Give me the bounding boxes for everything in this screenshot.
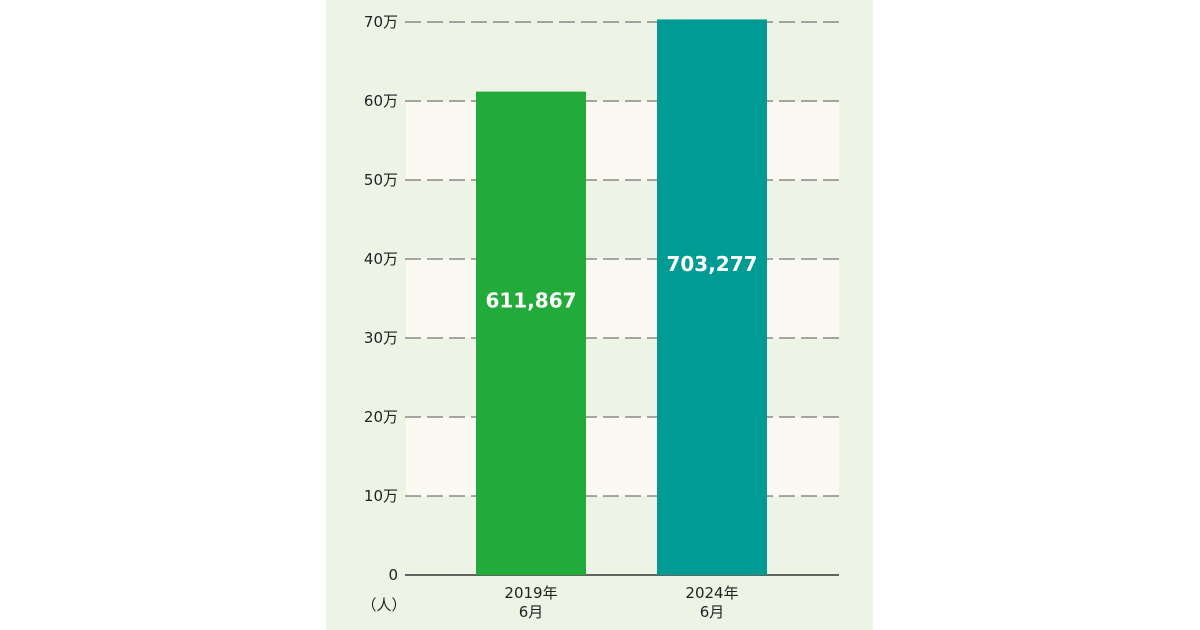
x-category-label: 2019年 bbox=[504, 584, 557, 602]
chart-panel: 0 10万 20万 30万 40万 50万 60万 70万 611,867 703,277 20… bbox=[326, 0, 873, 630]
y-tick-label: 30万 bbox=[364, 329, 398, 347]
y-tick-label: 60万 bbox=[364, 92, 398, 110]
data-label: 703,277 bbox=[666, 252, 757, 276]
data-label: 611,867 bbox=[485, 288, 576, 312]
stripe-band bbox=[406, 101, 839, 180]
y-tick-label: 20万 bbox=[364, 408, 398, 426]
bar bbox=[476, 91, 586, 576]
bar-chart: 0 10万 20万 30万 40万 50万 60万 70万 611,867 703,277 20… bbox=[326, 0, 873, 630]
unit-label: （人） bbox=[361, 596, 406, 614]
x-category-label: 6月 bbox=[519, 603, 544, 621]
y-tick-label: 40万 bbox=[364, 250, 398, 268]
stripe-band bbox=[406, 417, 839, 496]
y-tick-label: 10万 bbox=[364, 487, 398, 505]
y-tick-label: 70万 bbox=[364, 13, 398, 31]
bars: 611,867 703,277 bbox=[476, 19, 767, 576]
y-tick-label: 50万 bbox=[364, 171, 398, 189]
x-category-label: 6月 bbox=[700, 603, 725, 621]
x-category-label: 2024年 bbox=[685, 584, 738, 602]
stripe-bands bbox=[406, 101, 839, 496]
y-tick-label: 0 bbox=[388, 566, 398, 584]
bar bbox=[657, 19, 767, 575]
y-tick-labels: 0 10万 20万 30万 40万 50万 60万 70万 bbox=[364, 13, 398, 584]
stripe-band bbox=[406, 259, 839, 338]
